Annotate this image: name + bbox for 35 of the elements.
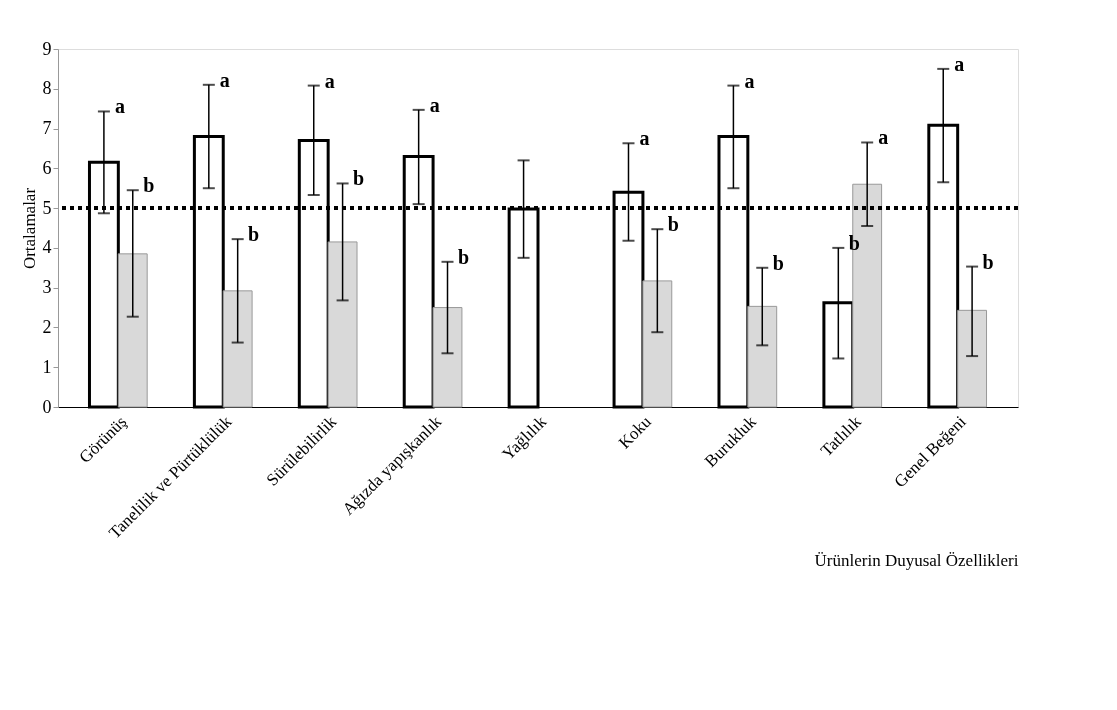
bar bbox=[432, 307, 463, 408]
y-tick-label: 9 bbox=[42, 38, 52, 59]
y-tick-label: 8 bbox=[42, 78, 52, 99]
data-label: a bbox=[219, 68, 230, 91]
bar bbox=[747, 305, 778, 408]
y-tick-label: 1 bbox=[42, 356, 52, 377]
data-label: a bbox=[429, 93, 440, 116]
data-label: a bbox=[324, 69, 335, 92]
y-tick-label: 6 bbox=[42, 157, 52, 178]
data-label: a bbox=[954, 52, 965, 75]
y-tick-label: 0 bbox=[42, 396, 52, 417]
bar bbox=[117, 253, 148, 408]
y-tick-label: 3 bbox=[42, 277, 52, 298]
data-label: a bbox=[878, 126, 889, 149]
y-tick-label: 2 bbox=[42, 316, 52, 337]
data-label: b bbox=[848, 231, 860, 254]
y-tick-label: 4 bbox=[42, 237, 52, 258]
data-label: b bbox=[457, 245, 470, 268]
bar bbox=[222, 290, 253, 408]
data-label: b bbox=[248, 223, 260, 246]
data-label: b bbox=[667, 213, 679, 236]
data-label: a bbox=[744, 69, 755, 92]
y-tick-label: 7 bbox=[42, 118, 52, 139]
bar bbox=[957, 309, 988, 408]
bar bbox=[327, 241, 358, 408]
y-tick-label: 5 bbox=[42, 197, 52, 218]
y-axis-title: Ortalamalar bbox=[19, 187, 39, 270]
data-label: b bbox=[353, 167, 365, 190]
data-label: a bbox=[114, 95, 125, 118]
data-label: b bbox=[982, 250, 994, 273]
data-label: a bbox=[639, 127, 650, 150]
data-label: b bbox=[143, 174, 155, 197]
bar bbox=[642, 280, 673, 408]
x-axis-title: Ürünlerin Duyusal Özellikleri bbox=[814, 551, 1019, 571]
data-label: b bbox=[772, 251, 784, 274]
